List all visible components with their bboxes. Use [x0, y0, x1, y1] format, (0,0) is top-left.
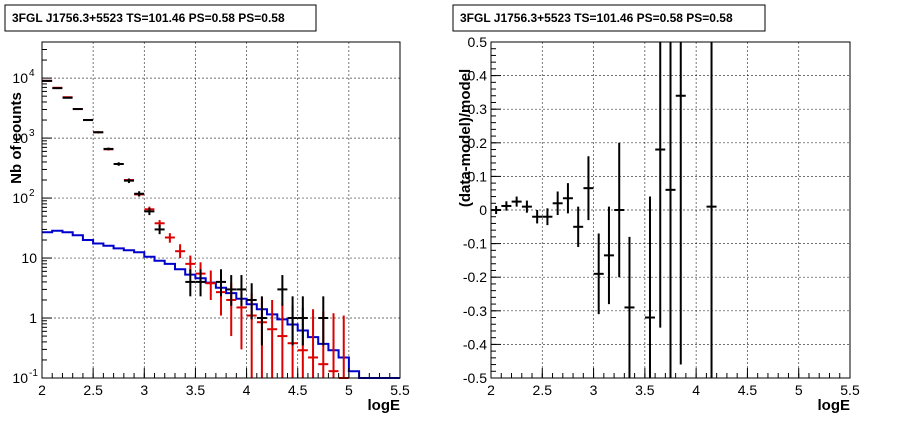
- right-x-tick-label: 5.5: [840, 382, 860, 398]
- left-y-axis-label: Nb of counts: [8, 92, 25, 184]
- left-y-tick-label: 10: [12, 130, 28, 146]
- left-x-axis: 2 2.5 3 3.5 4 4.5 5 5.5: [38, 368, 410, 398]
- source-model-step-line: [42, 229, 400, 379]
- right-y-tick-label: 0.5: [468, 34, 488, 50]
- right-y-tick-label: -0.4: [463, 336, 487, 352]
- right-y-axis-label: (data-model)/model: [457, 69, 474, 207]
- left-y-tick-label: 10: [21, 250, 37, 266]
- right-x-tick-label: 2.5: [533, 382, 553, 398]
- left-y-tick-label: 1: [29, 310, 37, 326]
- right-x-tick-label: 5: [795, 382, 803, 398]
- right-title: 3FGL J1756.3+5523 TS=101.46 PS=0.58 PS=0…: [460, 11, 733, 25]
- left-title-box: [4, 4, 317, 32]
- right-x-axis-label: logE: [818, 397, 851, 414]
- left-y-tick-exponent: 3: [29, 128, 35, 139]
- left-y-tick-label: 10: [12, 70, 28, 86]
- left-x-tick-label: 2: [38, 382, 46, 398]
- left-y-tick-exponent: 2: [29, 188, 35, 199]
- right-x-tick-label: 4: [692, 382, 700, 398]
- right-y-tick-label: -0.2: [463, 269, 487, 285]
- left-x-tick-label: 5: [345, 382, 353, 398]
- right-grid: [491, 42, 850, 378]
- left-x-tick-label: 4: [243, 382, 251, 398]
- right-y-tick-label: 0.3: [468, 101, 488, 117]
- right-title-box: [452, 4, 766, 32]
- right-y-tick-label: 0.2: [468, 135, 488, 151]
- right-y-tick-label: 0.1: [468, 168, 488, 184]
- left-grid: [42, 42, 400, 378]
- left-x-tick-label: 2.5: [83, 382, 103, 398]
- left-y-tick-exponent: 4: [29, 68, 35, 79]
- right-y-tick-label: 0.4: [468, 68, 488, 84]
- left-x-tick-label: 3.5: [186, 382, 206, 398]
- left-title: 3FGL J1756.3+5523 TS=101.46 PS=0.58 PS=0…: [12, 11, 285, 25]
- left-x-tick-label: 4.5: [288, 382, 308, 398]
- left-y-tick-exponent: -1: [29, 368, 38, 379]
- left-y-tick-label: 10: [12, 190, 28, 206]
- right-y-tick-label: -0.1: [463, 236, 487, 252]
- right-y-tick-label: 0: [479, 202, 487, 218]
- right-panel: 3FGL J1756.3+5523 TS=101.46 PS=0.58 PS=0…: [452, 4, 860, 414]
- right-y-tick-label: -0.3: [463, 303, 487, 319]
- left-x-tick-label: 3: [140, 382, 148, 398]
- left-panel: 3FGL J1756.3+5523 TS=101.46 PS=0.58 PS=0…: [4, 4, 410, 414]
- right-x-tick-label: 2: [487, 382, 495, 398]
- left-source-model-curve: [42, 229, 400, 379]
- left-y-tick-label: 10: [12, 370, 28, 386]
- left-plot-frame: [41, 41, 401, 379]
- right-y-axis: -0.5 -0.4 -0.3 -0.2 -0.1 0 0.1 0.2 0.3 0.4 0.5: [463, 34, 501, 386]
- right-x-tick-label: 3: [590, 382, 598, 398]
- left-x-axis-label: logE: [368, 397, 401, 414]
- left-x-tick-label: 5.5: [390, 382, 410, 398]
- right-x-axis: 2 2.5 3 3.5 4 4.5 5 5.5: [487, 368, 860, 398]
- right-x-tick-label: 3.5: [635, 382, 655, 398]
- right-residual-points: [491, 42, 717, 378]
- right-y-tick-label: -0.5: [463, 370, 487, 386]
- right-x-tick-label: 4.5: [738, 382, 758, 398]
- left-data-points: [42, 79, 329, 346]
